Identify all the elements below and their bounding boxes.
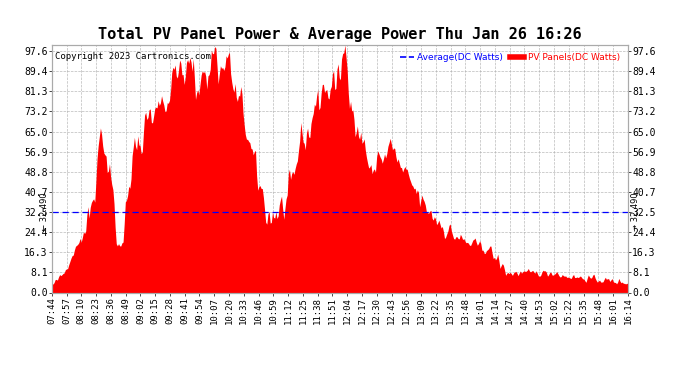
Text: ← 32.490: ← 32.490 (40, 193, 49, 231)
Text: Copyright 2023 Cartronics.com: Copyright 2023 Cartronics.com (55, 53, 210, 62)
Text: → 32.490: → 32.490 (631, 193, 640, 231)
Title: Total PV Panel Power & Average Power Thu Jan 26 16:26: Total PV Panel Power & Average Power Thu… (98, 27, 582, 42)
Legend: Average(DC Watts), PV Panels(DC Watts): Average(DC Watts), PV Panels(DC Watts) (397, 50, 623, 66)
